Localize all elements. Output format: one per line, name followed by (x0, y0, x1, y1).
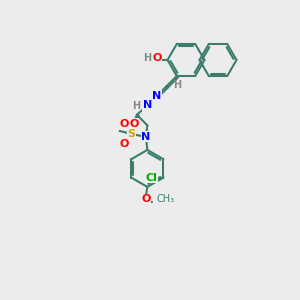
Text: H: H (173, 80, 181, 90)
Text: O: O (120, 139, 129, 148)
Text: O: O (152, 53, 162, 64)
Text: Cl: Cl (146, 172, 158, 183)
Text: S: S (127, 129, 135, 139)
Text: H: H (143, 53, 152, 64)
Text: O: O (120, 119, 129, 129)
Text: O: O (141, 194, 151, 205)
Text: N: N (141, 132, 151, 142)
Text: O: O (129, 119, 139, 129)
Text: CH₃: CH₃ (156, 194, 175, 205)
Text: H: H (132, 101, 140, 111)
Text: N: N (152, 91, 161, 101)
Text: N: N (143, 100, 152, 110)
